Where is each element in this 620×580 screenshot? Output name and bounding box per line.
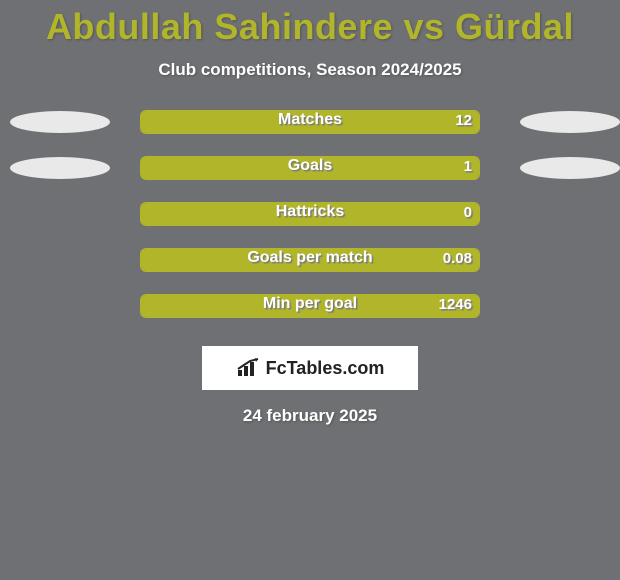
stat-bar-fill-right bbox=[141, 203, 479, 225]
stat-value-right: 0.08 bbox=[443, 250, 472, 267]
chart-icon bbox=[236, 358, 262, 378]
stat-value-right: 1246 bbox=[439, 296, 472, 313]
stat-bar-fill-right bbox=[141, 157, 479, 179]
stat-value-right: 1 bbox=[464, 158, 472, 175]
player-left-marker bbox=[10, 111, 110, 133]
stat-row: Matches12 bbox=[0, 110, 620, 156]
logo-text: FcTables.com bbox=[266, 358, 385, 379]
stat-bar-fill-right bbox=[141, 249, 479, 271]
stat-value-right: 0 bbox=[464, 204, 472, 221]
logo-box: FcTables.com bbox=[202, 346, 418, 390]
stat-rows: Matches12Goals1Hattricks0Goals per match… bbox=[0, 110, 620, 340]
stat-bar-fill-right bbox=[141, 111, 479, 133]
stat-bar-track bbox=[140, 110, 480, 134]
stat-row: Hattricks0 bbox=[0, 202, 620, 248]
stat-bar-fill-right bbox=[141, 295, 479, 317]
stat-value-right: 12 bbox=[455, 112, 472, 129]
footer-date: 24 february 2025 bbox=[0, 406, 620, 426]
page-title: Abdullah Sahindere vs Gürdal bbox=[0, 0, 620, 48]
player-left-marker bbox=[10, 157, 110, 179]
player-right-marker bbox=[520, 111, 620, 133]
stat-bar-track bbox=[140, 202, 480, 226]
page-subtitle: Club competitions, Season 2024/2025 bbox=[0, 60, 620, 80]
stat-bar-track bbox=[140, 248, 480, 272]
stat-row: Goals per match0.08 bbox=[0, 248, 620, 294]
comparison-infographic: Abdullah Sahindere vs Gürdal Club compet… bbox=[0, 0, 620, 580]
stat-row: Goals1 bbox=[0, 156, 620, 202]
stat-row: Min per goal1246 bbox=[0, 294, 620, 340]
player-right-marker bbox=[520, 157, 620, 179]
stat-bar-track bbox=[140, 294, 480, 318]
stat-bar-track bbox=[140, 156, 480, 180]
